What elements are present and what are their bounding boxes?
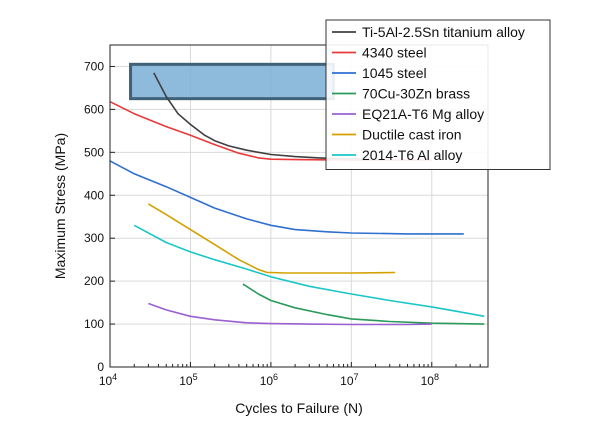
y-axis-title: Maximum Stress (MPa) xyxy=(52,133,68,279)
series-line-4 xyxy=(242,283,485,325)
y-tick-label: 100 xyxy=(84,317,104,331)
x-tick-exponent: 6 xyxy=(273,372,278,382)
legend: Ti-5Al-2.5Sn titanium alloy 4340 steel 104… xyxy=(325,19,551,170)
y-tick-label: 600 xyxy=(84,102,104,116)
y-tick-label: 700 xyxy=(84,59,104,73)
legend-label: 2014-T6 Al alloy xyxy=(362,147,462,163)
x-tick-label: 107 xyxy=(340,372,358,388)
legend-label: EQ21A-T6 Mg alloy xyxy=(362,106,484,122)
highlight-region xyxy=(129,62,335,101)
series-line-5 xyxy=(148,302,432,326)
x-tick-exponent: 8 xyxy=(434,372,439,382)
x-tick-base: 10 xyxy=(340,374,354,388)
legend-label: 70Cu-30Zn brass xyxy=(362,86,470,102)
x-tick-base: 10 xyxy=(421,374,435,388)
x-tick-label: 106 xyxy=(260,372,278,388)
x-tick-label: 104 xyxy=(99,372,117,388)
x-tick-base: 10 xyxy=(260,374,274,388)
legend-label: Ti-5Al-2.5Sn titanium alloy xyxy=(362,24,525,40)
x-tick-exponent: 7 xyxy=(354,372,359,382)
x-tick-base: 10 xyxy=(99,374,113,388)
legend-label: 4340 steel xyxy=(362,45,427,61)
series-line-3 xyxy=(109,160,464,235)
plot-border xyxy=(109,44,489,368)
y-tick-label: 500 xyxy=(84,145,104,159)
y-tick-label: 200 xyxy=(84,274,104,288)
y-tick-label: 400 xyxy=(84,188,104,202)
x-tick-label: 105 xyxy=(179,372,197,388)
x-axis-title: Cycles to Failure (N) xyxy=(235,400,363,416)
x-tick-exponent: 5 xyxy=(193,372,198,382)
x-tick-exponent: 4 xyxy=(112,372,117,382)
legend-label: Ductile cast iron xyxy=(362,127,462,143)
y-tick-label: 0 xyxy=(97,360,104,374)
highlight-rectangle xyxy=(129,62,335,101)
x-tick-base: 10 xyxy=(179,374,193,388)
legend-label: 1045 steel xyxy=(362,65,427,81)
series-lines xyxy=(109,72,485,326)
legend-box xyxy=(325,19,551,170)
y-tick-label: 300 xyxy=(84,231,104,245)
x-tick-label: 108 xyxy=(421,372,439,388)
series-line-6 xyxy=(147,203,396,274)
series-line-2 xyxy=(109,100,432,161)
plot-frame xyxy=(109,44,489,368)
series-line-7 xyxy=(133,224,485,318)
